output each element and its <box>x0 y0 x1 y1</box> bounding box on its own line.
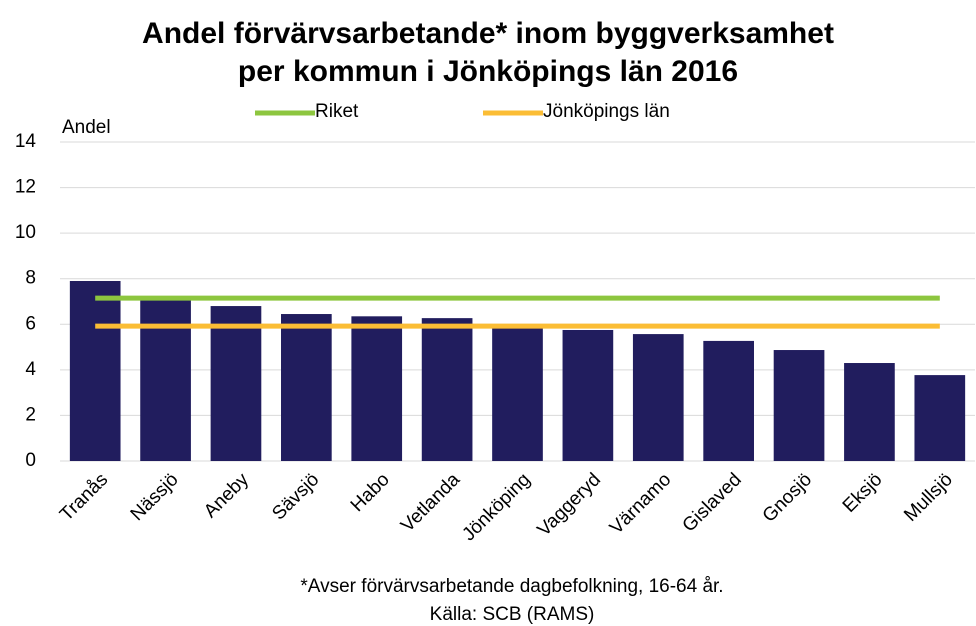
bar <box>562 329 614 461</box>
bar <box>69 280 121 461</box>
x-tick-label: Jönköping <box>458 469 534 545</box>
source: Källa: SCB (RAMS) <box>430 604 595 625</box>
chart-title: Andel förvärvsarbetande* inom byggverksa… <box>142 17 834 50</box>
bar <box>140 299 191 461</box>
bar <box>914 375 966 461</box>
bar <box>281 314 332 461</box>
y-tick-label: 12 <box>15 177 36 198</box>
x-tick-label: Habo <box>347 469 394 516</box>
y-tick-label: 2 <box>25 404 36 425</box>
x-tick-label: Gnosjö <box>759 469 816 526</box>
y-tick-label: 4 <box>25 359 36 380</box>
x-tick-label: Värnamo <box>606 469 675 538</box>
y-tick-label: 10 <box>15 222 36 243</box>
bar <box>632 334 684 461</box>
y-tick-label: 6 <box>25 313 36 334</box>
bar <box>844 363 895 461</box>
bar <box>773 350 825 461</box>
chart-subtitle: per kommun i Jönköpings län 2016 <box>238 55 738 88</box>
y-tick-label: 8 <box>25 268 36 289</box>
footnote: *Avser förvärvsarbetande dagbefolkning, … <box>300 576 723 597</box>
x-tick-label: Tranås <box>56 469 112 525</box>
bar <box>351 316 403 461</box>
legend-label: Riket <box>315 101 359 122</box>
y-tick-label: 0 <box>25 450 36 471</box>
x-tick-label: Eksjö <box>839 469 887 517</box>
x-tick-label: Mullsjö <box>900 469 957 526</box>
x-tick-label: Nässjö <box>127 469 183 525</box>
bar <box>210 306 262 461</box>
x-tick-label: Aneby <box>200 469 253 522</box>
x-tick-label: Vetlanda <box>397 469 464 536</box>
x-tick-label: Gislaved <box>679 469 746 536</box>
y-tick-label: 14 <box>15 131 37 152</box>
bar <box>492 326 543 461</box>
x-tick-label: Vaggeryd <box>534 469 605 540</box>
x-tick-label: Sävsjö <box>268 469 323 524</box>
legend-label: Jönköpings län <box>543 101 670 122</box>
bar <box>421 318 473 461</box>
y-axis-label: Andel <box>62 117 111 138</box>
bar <box>703 340 754 461</box>
